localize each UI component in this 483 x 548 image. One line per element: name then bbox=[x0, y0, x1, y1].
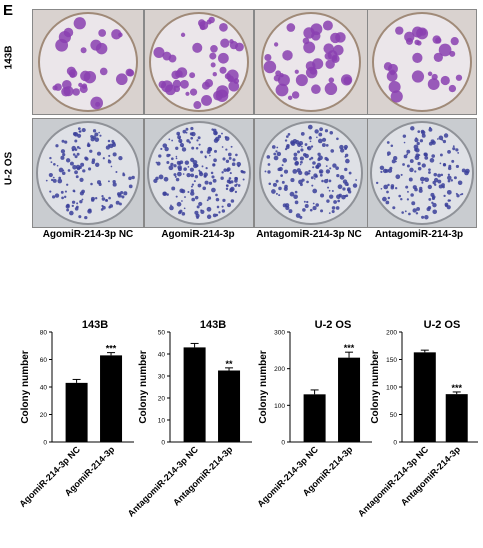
chart2-y-tick-label: 20 bbox=[158, 396, 166, 403]
chart2-y-tick-label: 10 bbox=[158, 418, 166, 425]
chart2-significance-2: ** bbox=[226, 359, 234, 369]
chart1-y-tick-label: 20 bbox=[40, 412, 48, 419]
chart4-bar-2 bbox=[445, 394, 468, 442]
chart1-y-tick-label: 60 bbox=[40, 357, 48, 364]
chart1-y-tick-label: 0 bbox=[43, 440, 47, 447]
colony-number-bar-charts: 143B 0 20 40 60 80 Colony number AgomiR-214-3p … bbox=[17, 319, 478, 519]
plate-143b-1 bbox=[32, 9, 144, 115]
plate-u2os-4 bbox=[367, 118, 477, 228]
chart3-y-tick-label: 100 bbox=[274, 403, 285, 410]
chart2-category-label-2: AntagomiR-214-3p bbox=[171, 444, 235, 508]
chart3-significance-2: *** bbox=[344, 343, 355, 353]
chart3-y-axis-label: Colony number bbox=[258, 350, 269, 423]
chart1-y-tick-label: 40 bbox=[40, 385, 48, 392]
plate-143b-4 bbox=[367, 9, 477, 115]
chart1-bar-2 bbox=[100, 355, 123, 442]
column-label-agomir: AgomiR-214-3p bbox=[161, 229, 235, 240]
chart2-y-axis-label: Colony number bbox=[138, 350, 149, 423]
chart1-category-label-1: AgomiR-214-3p NC bbox=[17, 444, 82, 509]
column-label-antagomir-nc: AntagomiR-214-3p NC bbox=[256, 229, 362, 240]
chart4-y-tick-label: 150 bbox=[386, 357, 397, 364]
plate-143b-3 bbox=[254, 9, 368, 115]
plate-u2os-1 bbox=[32, 118, 144, 228]
chart1-title: 143B bbox=[82, 319, 108, 331]
plate-u2os-2 bbox=[144, 118, 254, 228]
chart2-title: 143B bbox=[200, 319, 226, 331]
plate-u2os-3 bbox=[254, 118, 368, 228]
chart3-y-tick-label: 200 bbox=[274, 366, 285, 373]
chart4-category-label-2: AntagomiR-214-3p bbox=[399, 444, 463, 508]
chart1-y-tick-label: 80 bbox=[40, 330, 48, 337]
chart2-y-tick-label: 30 bbox=[158, 374, 166, 381]
chart3-bar-2 bbox=[338, 357, 361, 442]
chart1-significance-2: *** bbox=[106, 344, 117, 354]
chart4-y-tick-label: 50 bbox=[390, 412, 398, 419]
chart3-y-tick-label: 300 bbox=[274, 330, 285, 337]
chart3-y-tick-label: 0 bbox=[281, 440, 285, 447]
chart1-bar-1 bbox=[65, 382, 88, 442]
plate-143b-2 bbox=[144, 9, 254, 115]
row-label-u2os: U-2 OS bbox=[3, 151, 15, 186]
chart4-y-tick-label: 0 bbox=[393, 440, 397, 447]
chart3-bar-1 bbox=[303, 394, 326, 442]
chart4-significance-2: *** bbox=[451, 383, 462, 393]
chart3-title: U-2 OS bbox=[315, 319, 352, 331]
chart2-bar-2 bbox=[218, 370, 241, 442]
panel-letter: E bbox=[3, 2, 14, 19]
column-label-agomir-nc: AgomiR-214-3p NC bbox=[42, 229, 134, 240]
chart2-y-tick-label: 0 bbox=[161, 440, 165, 447]
column-label-antagomir: AntagomiR-214-3p bbox=[374, 229, 464, 240]
chart1-y-axis-label: Colony number bbox=[20, 350, 31, 423]
row-label-143b: 143B bbox=[3, 45, 15, 70]
chart4-y-tick-label: 200 bbox=[386, 330, 397, 337]
chart3-category-label-1: AgomiR-214-3p NC bbox=[255, 444, 320, 509]
chart4-bar-1 bbox=[413, 352, 436, 442]
chart4-y-tick-label: 100 bbox=[386, 385, 397, 392]
chart4-y-axis-label: Colony number bbox=[370, 350, 381, 423]
chart2-y-tick-label: 40 bbox=[158, 352, 166, 359]
chart2-bar-1 bbox=[183, 347, 206, 442]
chart4-title: U-2 OS bbox=[424, 319, 461, 331]
chart2-y-tick-label: 50 bbox=[158, 330, 166, 337]
